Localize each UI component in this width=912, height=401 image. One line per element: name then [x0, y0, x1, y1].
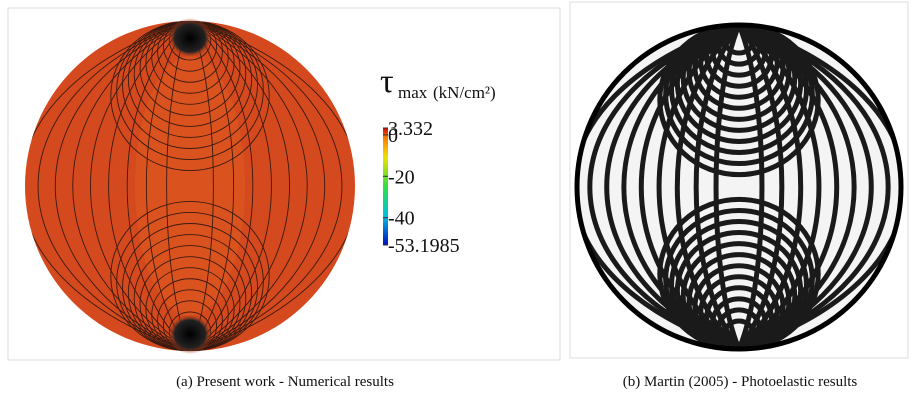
- caption-b: (b) Martin (2005) - Photoelastic results: [623, 374, 858, 390]
- disk-shade: [135, 56, 245, 316]
- legend-unit: (kN/cm²): [433, 83, 496, 102]
- tick-label: -40: [388, 208, 415, 230]
- tick-label: -53.1985: [388, 235, 460, 257]
- caption-a: (a) Present work - Numerical results: [176, 374, 394, 390]
- pole-top: [168, 18, 212, 58]
- tick-label: -20: [388, 166, 415, 188]
- figure: τ max (kN/cm²) 3.3320-20-40-53.1985 (a) …: [0, 0, 912, 401]
- tick-label: 0: [388, 125, 398, 147]
- legend-subscript: max: [398, 83, 428, 102]
- pole-bottom: [168, 314, 212, 354]
- legend-symbol: τ: [380, 63, 394, 100]
